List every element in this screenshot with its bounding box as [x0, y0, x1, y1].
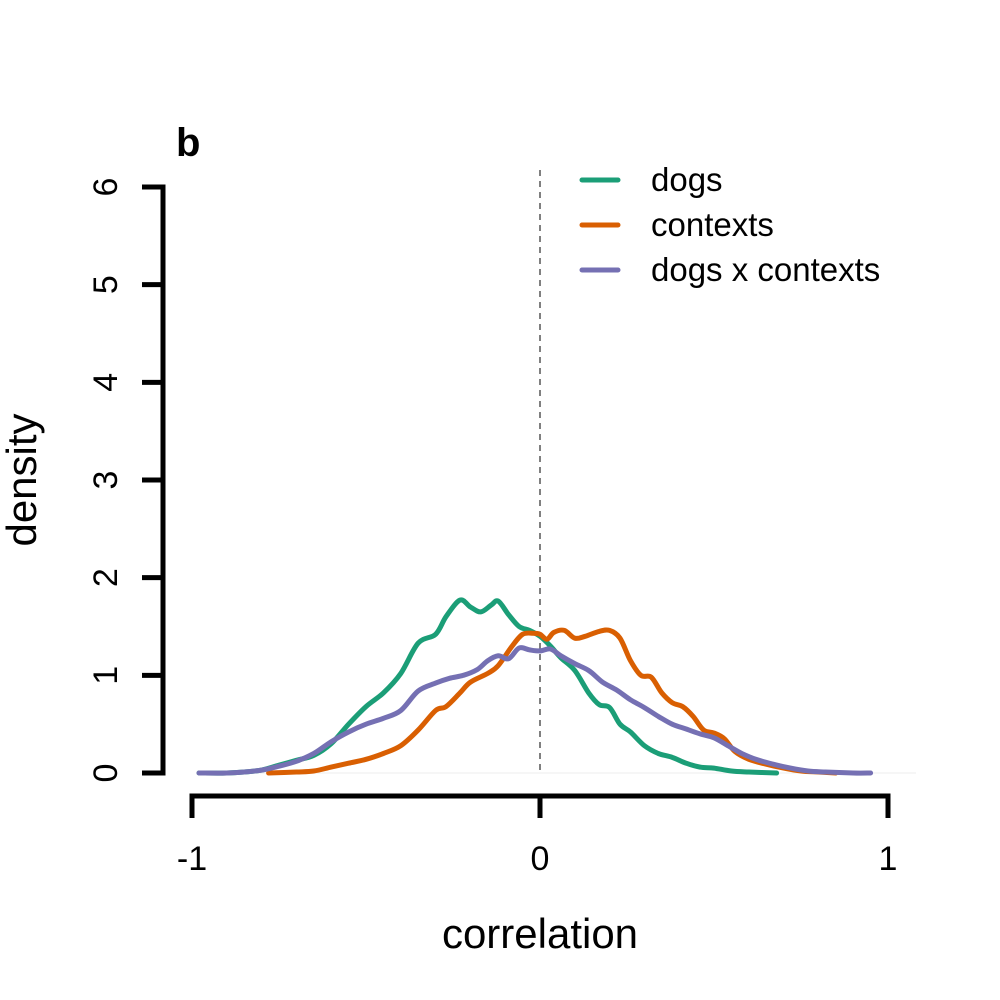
- x-axis: -1 0 1: [177, 793, 898, 878]
- y-tick-label: 1: [87, 666, 125, 685]
- series-layer: [196, 597, 874, 776]
- x-tick-label: 0: [531, 840, 550, 878]
- series-line-contexts: [266, 627, 839, 776]
- legend-label-contexts: contexts: [651, 206, 774, 243]
- y-tick-label: 5: [87, 275, 125, 294]
- y-axis: 0 1 2 3 4 5 6: [87, 178, 166, 783]
- y-tick-label: 6: [87, 178, 125, 197]
- series-line-dogs-x-contexts: [196, 645, 874, 776]
- y-tick-label: 0: [87, 764, 125, 783]
- legend-label-dogs: dogs: [651, 161, 723, 198]
- y-axis-title: density: [0, 413, 45, 546]
- x-axis-title: correlation: [442, 910, 638, 957]
- legend: dogs contexts dogs x contexts: [579, 161, 880, 288]
- legend-label-dogs-x-contexts: dogs x contexts: [651, 251, 880, 288]
- panel-label: b: [176, 121, 200, 165]
- y-tick-label: 3: [87, 471, 125, 490]
- y-tick-label: 2: [87, 568, 125, 587]
- y-tick-label: 4: [87, 373, 125, 392]
- series-line-dogs: [196, 597, 780, 776]
- x-tick-label: -1: [177, 840, 207, 878]
- x-tick-label: 1: [879, 840, 898, 878]
